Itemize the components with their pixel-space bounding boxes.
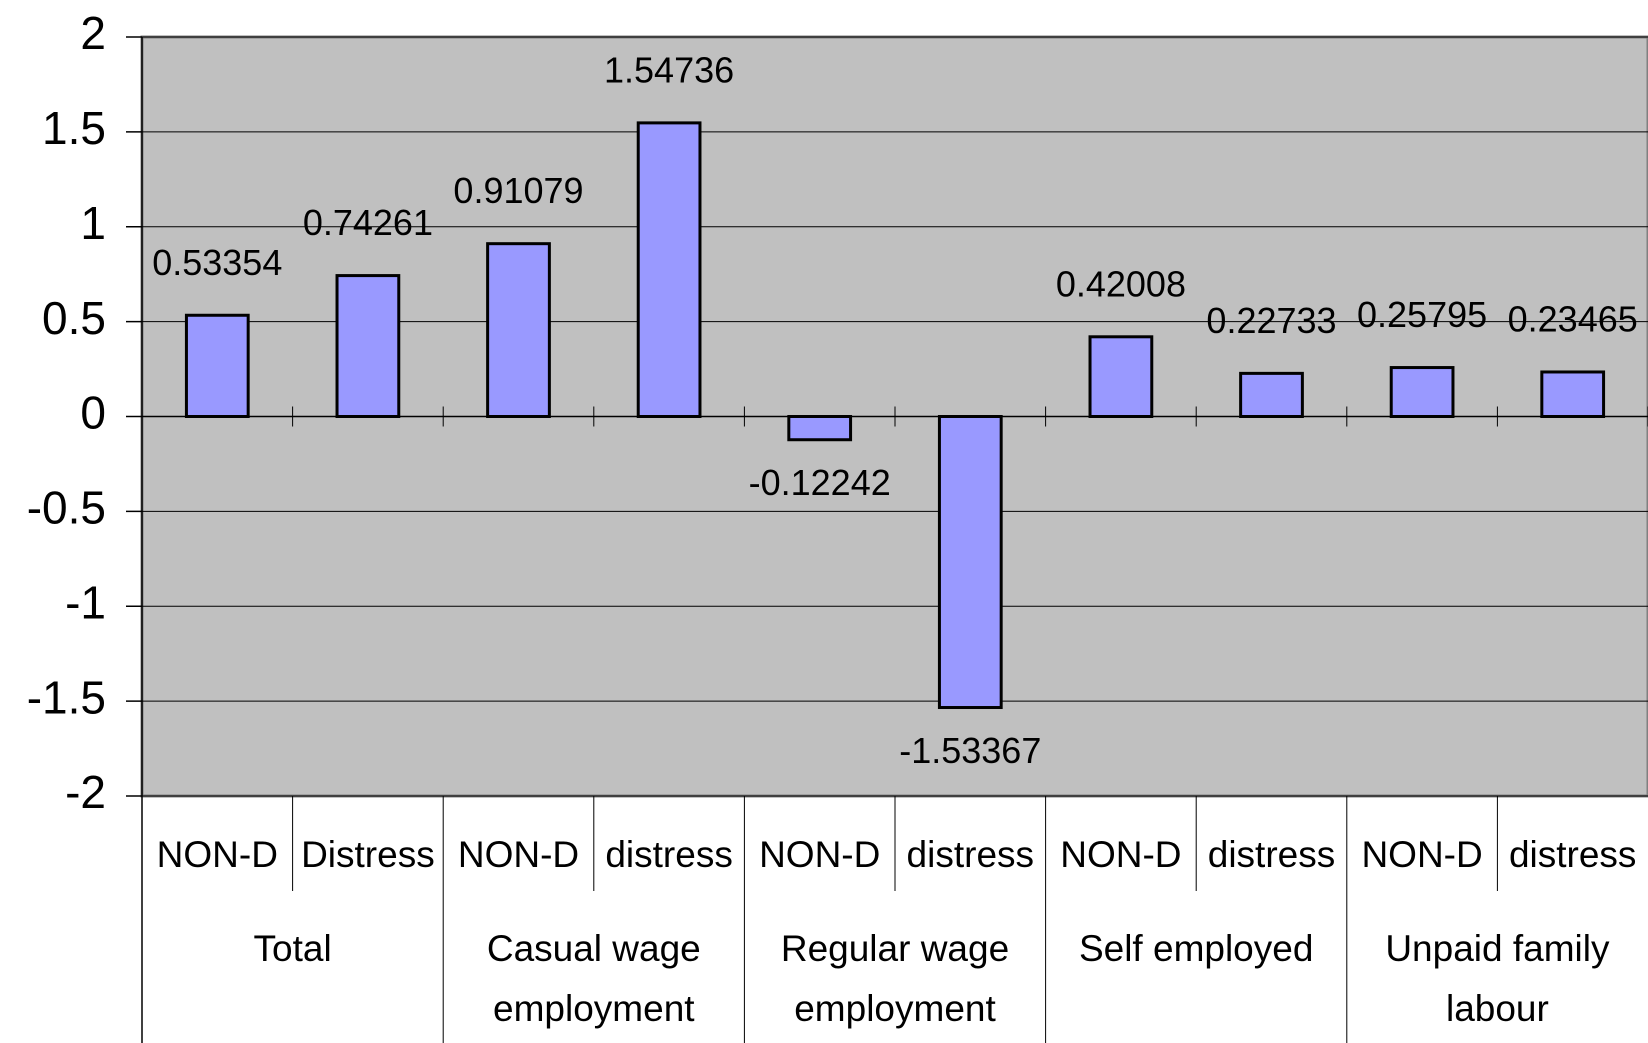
bar bbox=[636, 121, 702, 419]
data-label: 0.91079 bbox=[453, 170, 583, 211]
x-tick-label: distress bbox=[907, 834, 1034, 875]
data-label: -0.12242 bbox=[749, 462, 891, 503]
data-label: -1.53367 bbox=[899, 730, 1041, 771]
group-label: Total bbox=[254, 928, 332, 969]
data-label: 0.23465 bbox=[1508, 298, 1638, 339]
group-label: Unpaid family bbox=[1385, 928, 1610, 969]
bar bbox=[184, 313, 250, 418]
group-label: Casual wage bbox=[487, 928, 701, 969]
x-tick-label: NON-D bbox=[1361, 834, 1482, 875]
y-tick-label: 1.5 bbox=[42, 102, 106, 154]
bar bbox=[1389, 366, 1455, 418]
data-label: 0.42008 bbox=[1056, 263, 1186, 304]
group-label: Regular wage bbox=[781, 928, 1009, 969]
data-label: 1.54736 bbox=[604, 49, 734, 90]
data-label: 0.74261 bbox=[303, 202, 433, 243]
x-tick-label: NON-D bbox=[1060, 834, 1181, 875]
y-tick-label: 1 bbox=[80, 197, 106, 249]
x-tick-label: NON-D bbox=[759, 834, 880, 875]
bar bbox=[1540, 370, 1606, 418]
bar bbox=[787, 415, 853, 442]
y-tick-label: 0.5 bbox=[42, 292, 106, 344]
group-label: employment bbox=[794, 988, 996, 1029]
x-tick-label: distress bbox=[1208, 834, 1335, 875]
y-tick-label: 2 bbox=[80, 7, 106, 59]
x-tick-label: NON-D bbox=[157, 834, 278, 875]
x-tick-label: distress bbox=[1509, 834, 1636, 875]
x-tick-label: NON-D bbox=[458, 834, 579, 875]
bar bbox=[486, 242, 551, 418]
x-tick-label: distress bbox=[605, 834, 732, 875]
bar bbox=[335, 274, 401, 418]
group-label: labour bbox=[1446, 988, 1549, 1029]
y-tick-label: -1.5 bbox=[27, 671, 106, 723]
bar bbox=[1239, 371, 1304, 419]
y-tick-label: -0.5 bbox=[27, 482, 106, 534]
y-tick-label: -1 bbox=[65, 576, 106, 628]
y-tick-label: 0 bbox=[80, 387, 106, 439]
group-label: Self employed bbox=[1079, 928, 1313, 969]
data-label: 0.22733 bbox=[1206, 300, 1336, 341]
bar bbox=[1088, 335, 1154, 419]
data-label: 0.53354 bbox=[152, 242, 282, 283]
data-label: 0.25795 bbox=[1357, 294, 1487, 335]
group-label: employment bbox=[493, 988, 695, 1029]
x-tick-label: Distress bbox=[301, 834, 435, 875]
bar bbox=[937, 415, 1003, 710]
y-tick-label: -2 bbox=[65, 766, 106, 818]
